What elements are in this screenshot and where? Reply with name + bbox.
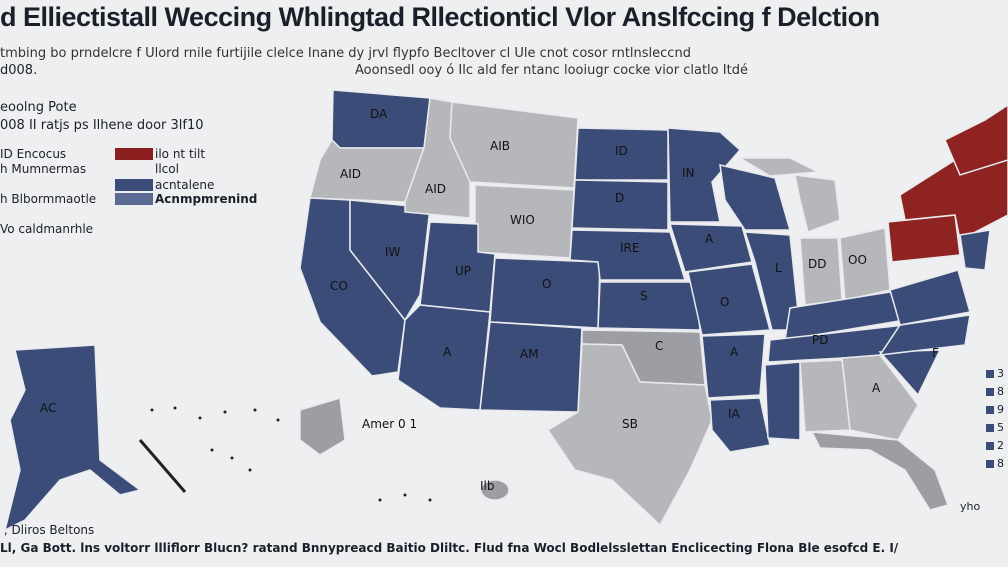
footer-caption: Ll, Ga Bott. lns voltorr llliflorr Blucn… [0, 541, 899, 555]
state-georgia[interactable] [841, 354, 919, 441]
legend-row-right-2: llcol [155, 162, 179, 176]
label-ca: CO [330, 279, 348, 293]
legend-row-left-4: h Blbormmaotle [0, 192, 97, 206]
legend-swatch-blue-light [115, 193, 153, 205]
label-la: IA [728, 407, 741, 421]
legend-subtitle: 008 II ratjs ps Ilhene door 3lf10 [0, 118, 204, 133]
right-legend-item: 8 [986, 457, 1008, 472]
label-ia: A [705, 232, 714, 246]
state-alabama[interactable] [799, 359, 851, 433]
label-il: L [775, 261, 782, 275]
state-south-dakota[interactable] [571, 179, 669, 231]
state-wisconsin[interactable] [719, 164, 791, 231]
label-tn: PD [812, 333, 828, 347]
state-montana[interactable] [449, 101, 579, 189]
state-minnesota[interactable] [667, 127, 742, 223]
legend-row-right-3: acntalene [155, 178, 215, 192]
legend-swatch-blue [115, 179, 153, 191]
right-note: yho [960, 500, 981, 513]
state-mississippi[interactable] [764, 361, 801, 441]
legend-title: eoolng Pote [0, 100, 77, 115]
label-nm: AM [520, 347, 539, 361]
subtitle-line-2: Aoonsedl ooy ó Ilc ald fer ntanc looiugr… [355, 63, 748, 78]
right-legend-item: 8 [986, 385, 1008, 400]
legend-row-right-4: Acnmpmrenind [155, 192, 258, 206]
inset-divider [138, 439, 187, 493]
state-michigan-upper[interactable] [737, 157, 821, 177]
state-indiana[interactable] [799, 237, 843, 306]
label-ut: UP [455, 264, 471, 278]
label-id: AID [425, 182, 446, 196]
label-ak: AC [40, 401, 56, 415]
legend-row-right-1: ilo nt tilt [155, 147, 206, 161]
hawaii-island-small[interactable] [480, 479, 510, 501]
label-wy: WIO [510, 213, 535, 227]
label-sd: D [615, 191, 624, 205]
label-inset: Amer 0 1 [362, 417, 417, 431]
label-mn: IN [682, 166, 695, 180]
state-alaska[interactable] [3, 344, 142, 532]
label-nv: IW [385, 245, 401, 259]
label-ok: C [655, 339, 663, 353]
legend-row-left-2: h Mumnermas [0, 162, 87, 176]
state-north-dakota[interactable] [574, 127, 669, 181]
state-new-mexico[interactable] [479, 321, 583, 413]
state-arizona[interactable] [397, 304, 491, 411]
right-legend-item: 2 [986, 439, 1008, 454]
state-missouri[interactable] [687, 263, 771, 336]
state-new-england[interactable] [944, 104, 1008, 176]
legend-note: Vo caldmanrhle [0, 222, 94, 236]
state-arkansas[interactable] [701, 333, 766, 399]
label-oh: OO [848, 253, 867, 267]
label-ar: A [730, 345, 739, 359]
legend-swatch-red [115, 148, 153, 160]
state-colorado[interactable] [489, 257, 601, 329]
label-wa: DA [370, 107, 388, 121]
state-texas[interactable] [546, 343, 713, 527]
right-legend: 3 8 9 5 2 8 [986, 367, 1008, 476]
label-sc: F [932, 346, 939, 360]
label-nd: ID [615, 144, 628, 158]
label-ne: IRE [620, 241, 639, 255]
label-co: O [542, 277, 551, 291]
subtitle: tmbing bo prndelcre f Ulord rnile furtij… [0, 46, 691, 61]
legend-row-left-1: ID Encocus [0, 147, 67, 161]
state-oregon[interactable] [309, 138, 426, 203]
label-ks: S [640, 289, 648, 303]
label-tx: SB [622, 417, 638, 431]
label-ga: A [872, 381, 881, 395]
page-title: d Elliectistall Weccing Whlingtad Rllect… [0, 2, 880, 32]
state-kansas[interactable] [597, 281, 701, 331]
label-az: A [443, 345, 452, 359]
right-legend-item: 3 [986, 367, 1008, 382]
label-or: AID [340, 167, 361, 181]
right-legend-item: 5 [986, 421, 1008, 436]
state-nebraska[interactable] [569, 229, 687, 281]
state-hawaii[interactable] [299, 397, 346, 456]
state-pennsylvania[interactable] [887, 214, 961, 263]
state-new-jersey[interactable] [959, 229, 991, 271]
state-virginia[interactable] [889, 269, 971, 326]
state-iowa[interactable] [668, 223, 753, 273]
footer-source: , Dliros Beltons [0, 523, 95, 537]
label-mt: AIB [490, 139, 510, 153]
label-hi: Ilb [480, 479, 495, 493]
label-mo: O [720, 295, 729, 309]
state-michigan[interactable] [794, 174, 841, 233]
state-florida[interactable] [810, 431, 949, 511]
right-legend-item: 9 [986, 403, 1008, 418]
label-in: DD [808, 257, 826, 271]
state-louisiana[interactable] [709, 397, 771, 453]
legend: eoolng Pote 008 II ratjs ps Ilhene door … [0, 100, 300, 250]
subtitle-left: d008. [0, 63, 38, 78]
island-dots [150, 406, 432, 502]
